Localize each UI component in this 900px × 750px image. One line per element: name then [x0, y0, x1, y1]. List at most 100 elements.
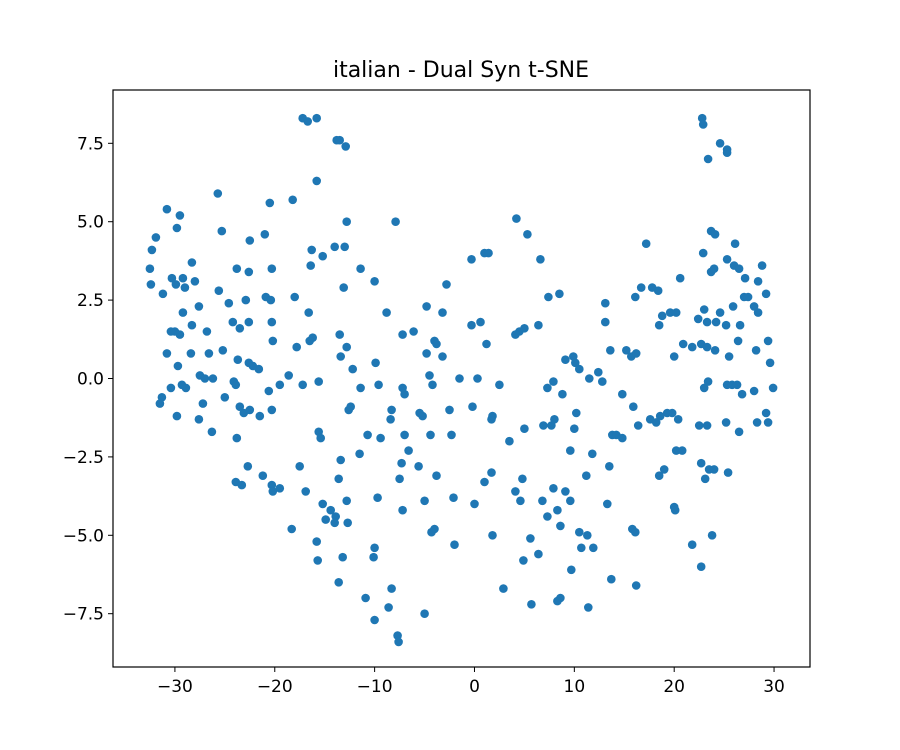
data-point: [370, 615, 379, 625]
data-point: [715, 139, 725, 148]
data-point: [549, 377, 558, 386]
data-point: [488, 411, 497, 421]
data-point: [393, 631, 402, 640]
data-point: [622, 346, 631, 355]
data-point: [335, 135, 345, 145]
data-point: [334, 578, 344, 587]
data-point: [374, 380, 383, 390]
data-point: [162, 349, 172, 358]
data-point: [356, 264, 365, 274]
data-point: [267, 264, 277, 274]
data-point: [488, 531, 497, 540]
data-point: [539, 421, 548, 430]
data-point: [361, 593, 370, 603]
data-point: [618, 389, 627, 399]
data-point: [301, 487, 311, 496]
data-point: [538, 496, 547, 506]
data-point: [321, 515, 331, 524]
data-point: [342, 217, 352, 226]
data-point: [204, 349, 214, 358]
data-point: [258, 471, 268, 481]
data-point: [467, 320, 476, 330]
data-point: [735, 320, 745, 330]
data-point: [589, 543, 598, 553]
x-tick-label: 20: [663, 677, 685, 697]
data-point: [175, 211, 185, 220]
data-point: [268, 336, 278, 346]
data-point: [313, 556, 323, 565]
data-point: [190, 277, 200, 286]
data-point: [699, 383, 709, 393]
data-point: [722, 148, 732, 157]
data-point: [395, 474, 404, 484]
data-point: [260, 230, 270, 239]
data-point: [606, 346, 615, 355]
data-point: [711, 317, 721, 327]
data-point: [665, 308, 675, 317]
data-point: [694, 421, 704, 430]
data-point: [292, 342, 302, 352]
y-tick-label: 7.5: [77, 134, 104, 154]
data-point: [200, 374, 210, 383]
data-point: [703, 377, 713, 386]
data-point: [146, 280, 156, 289]
data-point: [304, 308, 314, 317]
data-point: [702, 421, 712, 430]
data-point: [476, 317, 485, 327]
data-point: [420, 496, 429, 506]
data-point: [715, 308, 725, 317]
data-point: [370, 277, 379, 286]
data-point: [445, 405, 454, 415]
data-point: [303, 117, 313, 126]
data-point: [415, 408, 424, 418]
data-point: [194, 415, 204, 424]
data-point: [761, 408, 771, 418]
data-point: [654, 320, 664, 330]
data-point: [730, 239, 740, 248]
data-point: [267, 480, 277, 490]
data-point: [601, 317, 610, 327]
data-point: [555, 289, 564, 299]
data-point: [306, 261, 316, 270]
data-point: [641, 239, 651, 248]
data-point: [702, 317, 712, 327]
data-point: [737, 389, 747, 399]
data-point: [631, 527, 640, 537]
data-point: [312, 176, 322, 186]
data-point: [427, 527, 436, 537]
data-point: [386, 415, 395, 424]
x-tick-label: 10: [564, 677, 586, 697]
data-point: [543, 383, 552, 393]
data-point: [511, 487, 520, 496]
data-point: [438, 352, 447, 361]
data-point: [657, 311, 667, 321]
data-point: [166, 383, 176, 393]
data-point: [761, 289, 771, 299]
data-point: [534, 549, 543, 559]
data-point: [519, 556, 528, 565]
data-point: [338, 552, 348, 562]
data-point: [400, 430, 409, 440]
data-point: [312, 537, 322, 546]
data-point: [442, 280, 451, 289]
data-point: [722, 254, 732, 264]
data-point: [467, 254, 476, 264]
data-point: [391, 217, 400, 226]
data-point: [318, 251, 328, 261]
data-point: [698, 248, 708, 258]
y-tick-label: −7.5: [63, 605, 104, 625]
data-point: [318, 499, 328, 509]
data-point: [241, 295, 251, 305]
data-point: [181, 383, 191, 393]
data-point: [422, 349, 431, 358]
data-point: [158, 289, 168, 299]
data-point: [171, 280, 181, 289]
data-point: [151, 233, 161, 242]
data-point: [468, 402, 477, 412]
data-point: [266, 295, 276, 305]
data-point: [298, 380, 308, 390]
data-point: [724, 352, 734, 361]
data-point: [633, 421, 643, 430]
data-point: [561, 355, 570, 365]
data-point: [428, 380, 437, 390]
